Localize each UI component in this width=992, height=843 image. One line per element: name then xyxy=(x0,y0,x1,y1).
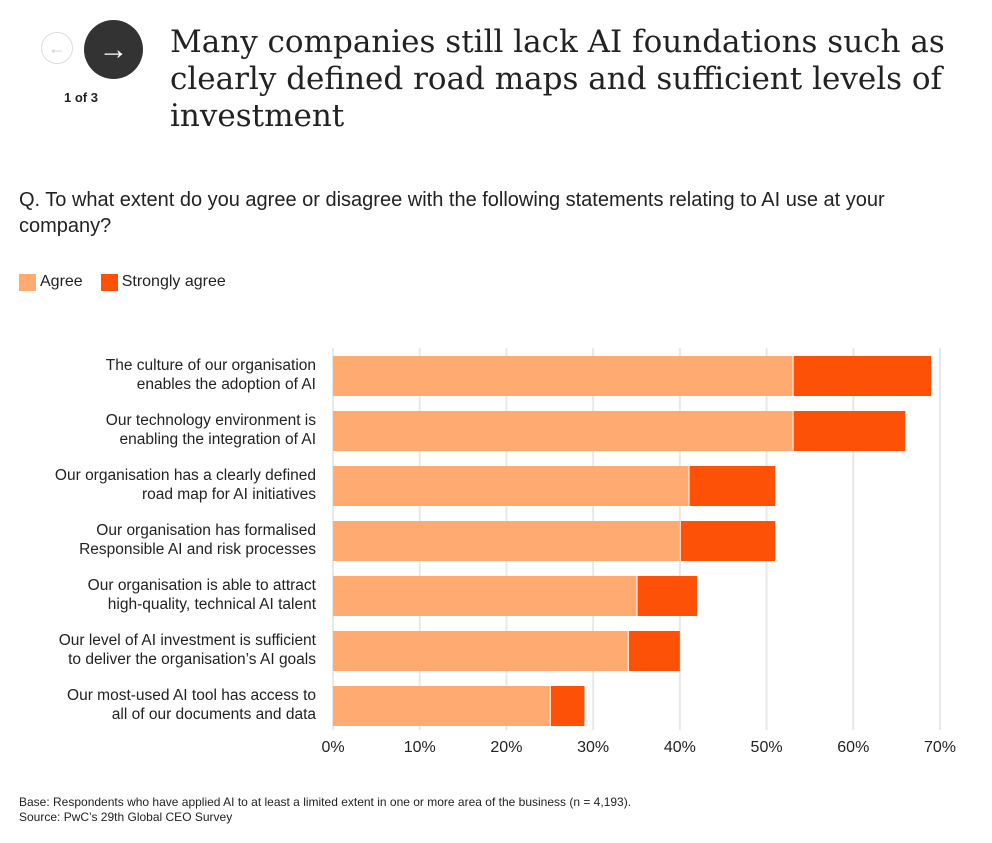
chart-subtitle: Q. To what extent do you agree or disagr… xyxy=(19,189,885,237)
bar-strongly-agree xyxy=(793,411,906,451)
legend-label: Agree xyxy=(40,273,83,290)
bar-agree xyxy=(333,356,793,396)
legend-swatch xyxy=(19,273,36,291)
bar-agree xyxy=(333,466,689,506)
chart-title: Many companies still lack AI foundations… xyxy=(170,24,945,134)
category-label: The culture of our organisation xyxy=(106,357,316,374)
category-label: high-quality, technical AI talent xyxy=(108,596,317,613)
x-tick-label: 20% xyxy=(490,739,522,756)
bar-agree xyxy=(333,576,637,616)
legend-label: Strongly agree xyxy=(121,273,226,290)
category-label: road map for AI initiatives xyxy=(142,486,316,503)
bar-strongly-agree xyxy=(550,686,585,726)
legend: Agree Strongly agree xyxy=(19,273,244,291)
category-label: enabling the integration of AI xyxy=(120,431,316,448)
bar-agree xyxy=(333,411,793,451)
base-note: Base: Respondents who have applied AI to… xyxy=(19,795,632,809)
arrow-left-icon: ← xyxy=(48,37,66,58)
x-tick-label: 70% xyxy=(924,739,956,756)
category-label: Our organisation has formalised xyxy=(96,522,316,539)
bar-agree xyxy=(333,521,680,561)
bar-agree xyxy=(333,631,628,671)
legend-item-strongly-agree[interactable]: Strongly agree xyxy=(100,273,226,291)
footnotes: Base: Respondents who have applied AI to… xyxy=(19,795,631,825)
previous-button[interactable]: ← xyxy=(41,32,73,64)
bar-strongly-agree xyxy=(628,631,680,671)
category-label: Our organisation is able to attract xyxy=(88,577,317,594)
category-label: Our most-used AI tool has access to xyxy=(67,687,316,704)
category-label: enables the adoption of AI xyxy=(137,376,316,393)
x-tick-label: 10% xyxy=(404,739,436,756)
x-tick-label: 0% xyxy=(321,739,344,756)
category-label: Responsible AI and risk processes xyxy=(79,541,316,558)
bar-strongly-agree xyxy=(637,576,698,616)
category-label: Our organisation has a clearly defined xyxy=(55,467,316,484)
category-label: Our technology environment is xyxy=(106,412,316,429)
legend-item-agree[interactable]: Agree xyxy=(19,273,83,291)
x-tick-label: 40% xyxy=(664,739,696,756)
bar-strongly-agree xyxy=(689,466,776,506)
next-button[interactable]: → xyxy=(84,20,143,79)
page-indicator: 1 of 3 xyxy=(64,90,98,105)
category-label: all of our documents and data xyxy=(112,706,317,723)
x-tick-label: 60% xyxy=(837,739,869,756)
arrow-right-icon: → xyxy=(98,32,129,66)
bar-strongly-agree xyxy=(793,356,932,396)
x-tick-label: 50% xyxy=(751,739,783,756)
source-note: Source: PwC’s 29th Global CEO Survey xyxy=(19,810,233,824)
bar-agree xyxy=(333,686,550,726)
category-label: Our level of AI investment is sufficient xyxy=(59,632,317,649)
category-label: to deliver the organisation’s AI goals xyxy=(68,651,316,668)
legend-swatch xyxy=(100,273,118,291)
x-tick-label: 30% xyxy=(577,739,609,756)
bar-strongly-agree xyxy=(680,521,776,561)
